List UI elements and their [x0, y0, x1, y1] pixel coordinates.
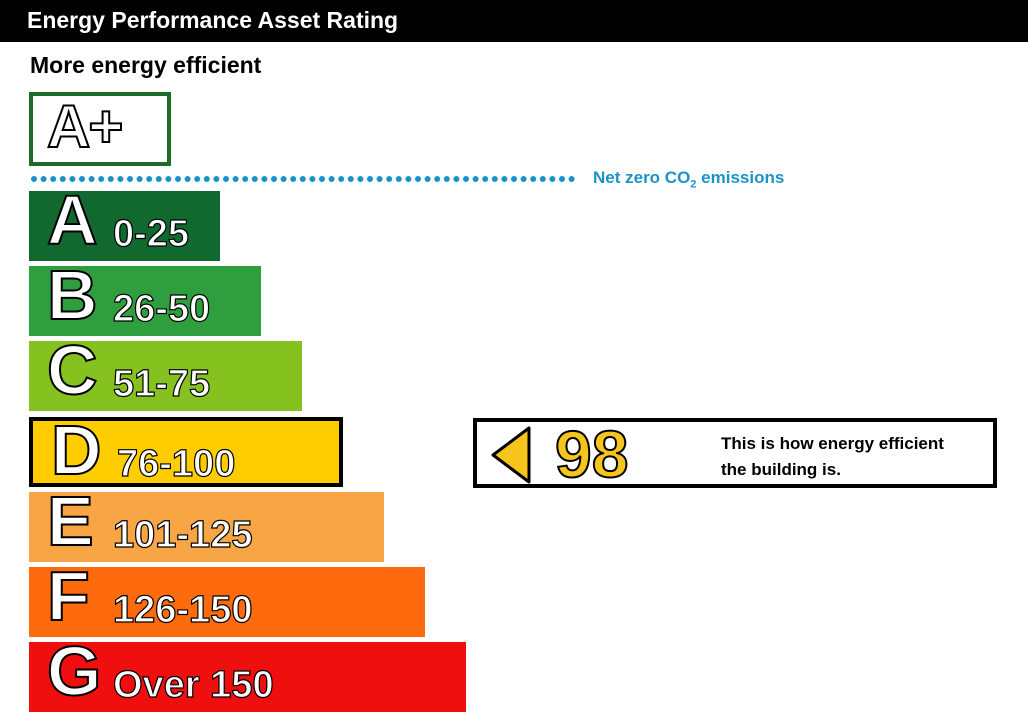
net-zero-text-end: emissions: [696, 168, 785, 187]
rating-caption: This is how energy efficient the buildin…: [721, 431, 991, 483]
pointer-arrow-icon: [491, 426, 531, 484]
band-f: F 126-150: [29, 557, 425, 637]
page-title: Energy Performance Asset Rating: [27, 7, 399, 33]
net-zero-text: Net zero CO: [593, 168, 691, 187]
net-zero-label: Net zero CO2 emissions: [593, 168, 784, 190]
band-letter: E: [46, 482, 95, 561]
band-c: C 51-75: [29, 331, 302, 411]
aplus-band: A+: [29, 92, 171, 166]
band-letter: D: [50, 411, 103, 490]
rating-score: 98: [554, 416, 629, 492]
band-letter: F: [46, 557, 91, 636]
band-d: D 76-100: [29, 411, 343, 490]
net-zero-dotted-line: [31, 176, 580, 182]
band-a: A 0-25: [29, 181, 220, 261]
band-letter: G: [46, 632, 102, 711]
band-letter: B: [46, 256, 99, 335]
band-letter: C: [46, 331, 99, 410]
current-rating-indicator: 98 This is how energy efficient the buil…: [473, 416, 997, 492]
page-header: Energy Performance Asset Rating: [0, 0, 1028, 42]
band-range: 51-75: [112, 362, 211, 405]
band-range: 126-150: [112, 588, 253, 631]
band-range: 0-25: [112, 212, 190, 255]
more-efficient-label: More energy efficient: [30, 52, 262, 78]
band-e: E 101-125: [29, 482, 384, 562]
net-zero-subscript: 2: [690, 178, 697, 191]
band-b: B 26-50: [29, 256, 261, 336]
rating-caption-line-1: This is how energy efficient: [721, 434, 944, 453]
band-letter: A: [46, 181, 99, 260]
band-g: G Over 150: [29, 632, 466, 712]
band-range: 76-100: [116, 442, 236, 485]
band-range: 101-125: [112, 513, 253, 556]
band-range: 26-50: [112, 287, 211, 330]
aplus-label: A+: [46, 92, 124, 161]
band-range: Over 150: [112, 663, 274, 706]
rating-caption-line-2: the building is.: [721, 460, 841, 479]
